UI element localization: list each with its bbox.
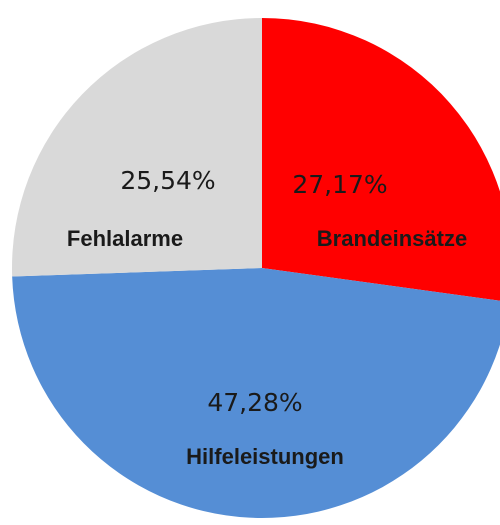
slice-label: Hilfeleistungen: [186, 444, 344, 469]
slice-label: Fehlalarme: [67, 226, 183, 251]
value-label: 47,28%: [207, 388, 302, 417]
pie-slice: [262, 18, 500, 301]
slice-label: Brandeinsätze: [317, 226, 467, 251]
pie-slice: [11, 18, 262, 277]
pie-slice: [12, 268, 500, 518]
value-label: 27,17%: [292, 170, 387, 199]
value-label: 25,54%: [120, 166, 215, 195]
